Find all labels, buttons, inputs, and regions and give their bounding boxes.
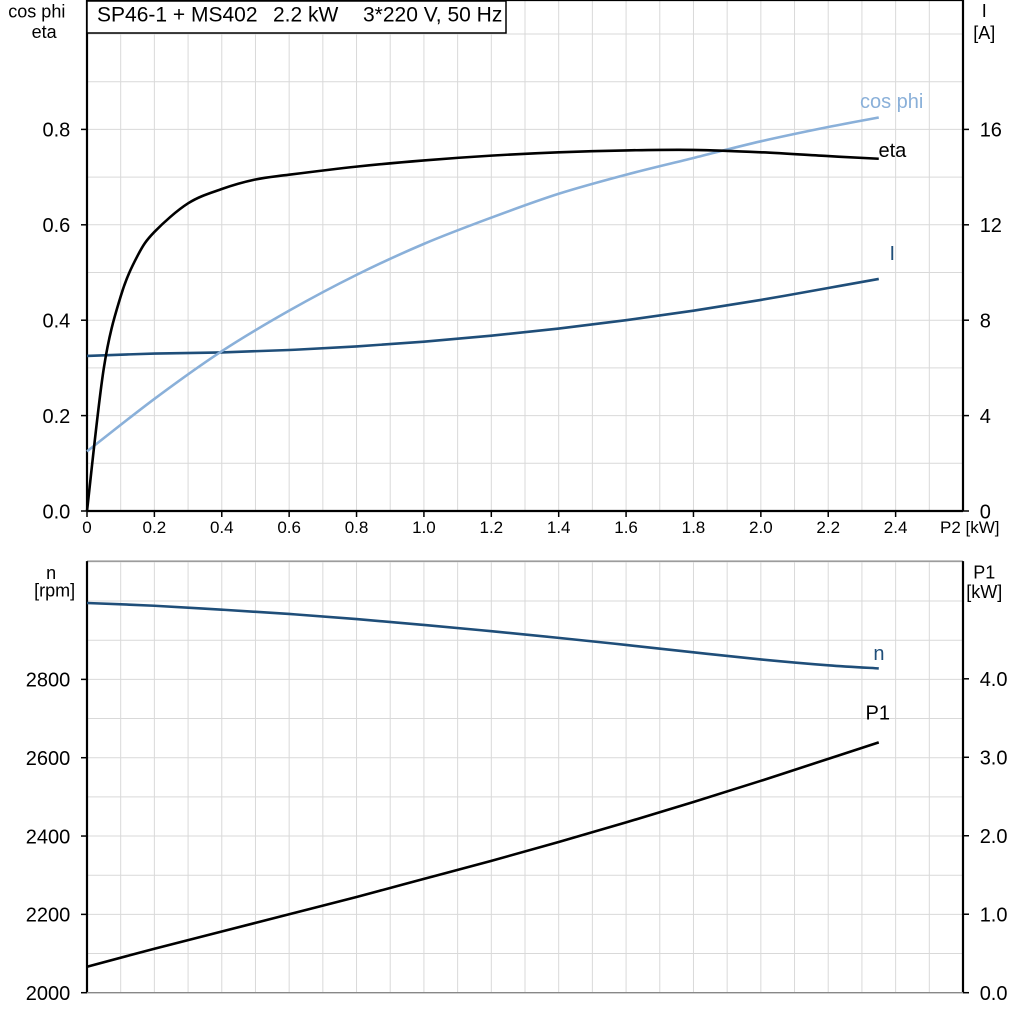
svg-text:0.8: 0.8 — [42, 120, 70, 142]
svg-text:16: 16 — [980, 120, 1002, 142]
svg-text:1.2: 1.2 — [479, 518, 503, 537]
svg-text:0.6: 0.6 — [42, 215, 70, 237]
svg-text:8: 8 — [980, 311, 991, 333]
svg-text:I: I — [890, 243, 896, 265]
svg-text:P2 [kW]: P2 [kW] — [940, 518, 1000, 537]
svg-text:1.0: 1.0 — [412, 518, 436, 537]
svg-text:2.4: 2.4 — [884, 518, 908, 537]
svg-text:1.0: 1.0 — [980, 905, 1008, 927]
svg-text:0.8: 0.8 — [345, 518, 369, 537]
svg-text:0.2: 0.2 — [143, 518, 167, 537]
svg-text:0.0: 0.0 — [42, 501, 70, 523]
svg-text:12: 12 — [980, 215, 1002, 237]
svg-text:4.0: 4.0 — [980, 669, 1008, 691]
svg-text:2000: 2000 — [26, 983, 71, 1005]
svg-text:0.4: 0.4 — [210, 518, 234, 537]
svg-text:[rpm]: [rpm] — [34, 580, 75, 600]
svg-text:cos phi: cos phi — [860, 91, 923, 113]
svg-text:2.0: 2.0 — [749, 518, 773, 537]
svg-text:[A]: [A] — [973, 23, 995, 43]
svg-text:1.6: 1.6 — [614, 518, 638, 537]
svg-text:1.8: 1.8 — [682, 518, 706, 537]
svg-text:3.0: 3.0 — [980, 748, 1008, 770]
svg-text:P1: P1 — [973, 563, 995, 583]
svg-text:2400: 2400 — [26, 826, 71, 848]
svg-text:2.2: 2.2 — [816, 518, 840, 537]
svg-text:SP46-1 + MS402: SP46-1 + MS402 — [97, 4, 258, 27]
svg-text:2200: 2200 — [26, 905, 71, 927]
svg-text:0: 0 — [82, 518, 91, 537]
svg-text:1.4: 1.4 — [547, 518, 571, 537]
svg-text:0.0: 0.0 — [980, 983, 1008, 1005]
svg-text:[kW]: [kW] — [966, 582, 1002, 602]
svg-text:eta: eta — [879, 140, 908, 162]
svg-text:I: I — [982, 1, 987, 21]
svg-text:0.6: 0.6 — [277, 518, 301, 537]
svg-text:0.4: 0.4 — [42, 311, 70, 333]
svg-text:2800: 2800 — [26, 670, 71, 692]
svg-text:n: n — [873, 643, 884, 665]
svg-text:2.0: 2.0 — [980, 826, 1008, 848]
svg-text:2.2 kW: 2.2 kW — [273, 4, 339, 27]
svg-text:cos phi: cos phi — [8, 2, 65, 22]
svg-text:P1: P1 — [866, 703, 890, 725]
svg-text:3*220 V, 50 Hz: 3*220 V, 50 Hz — [363, 4, 502, 27]
svg-text:4: 4 — [980, 406, 991, 428]
svg-text:0.2: 0.2 — [42, 406, 70, 428]
svg-text:2600: 2600 — [26, 748, 71, 770]
svg-text:eta: eta — [32, 22, 58, 42]
